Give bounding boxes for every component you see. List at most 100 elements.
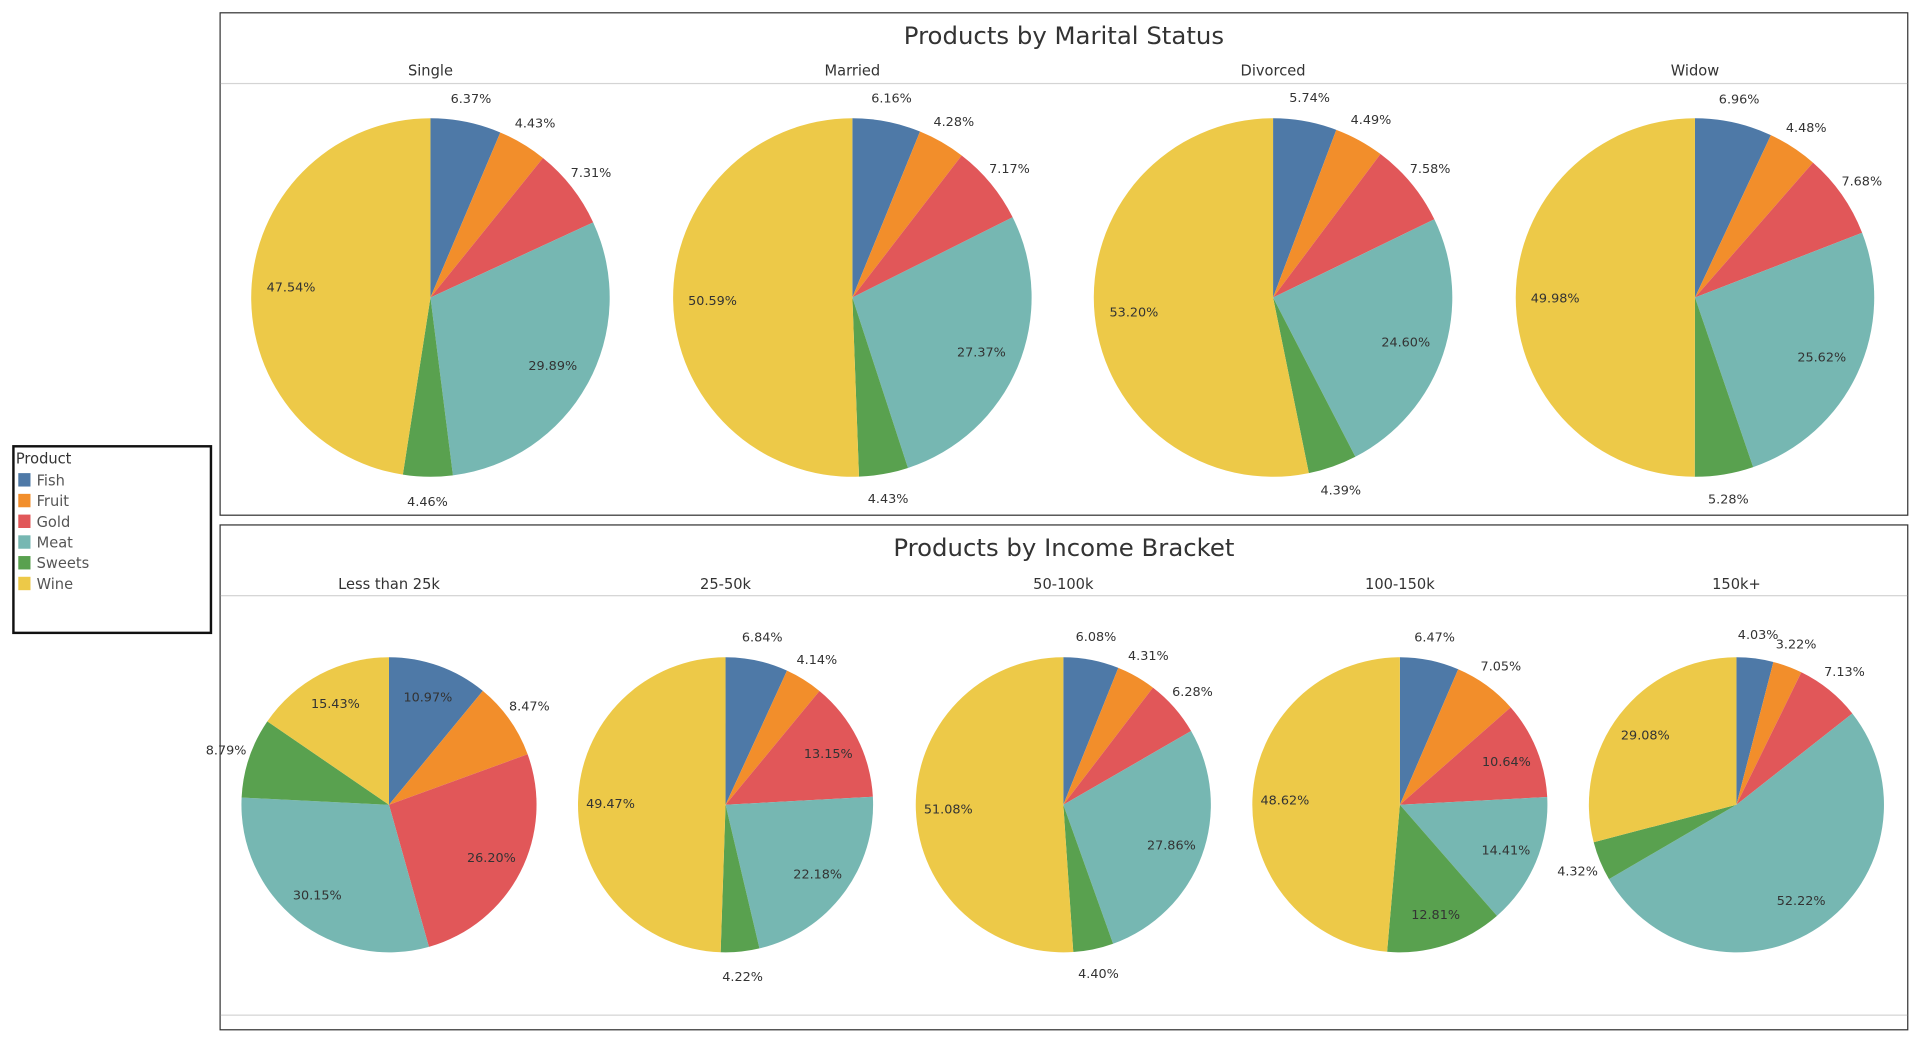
legend-item-fruit[interactable]: Fruit <box>18 490 209 511</box>
slice-label: 53.20% <box>1110 305 1159 320</box>
pie-slice-fish[interactable] <box>1736 657 1774 805</box>
pie-slice-gold[interactable] <box>1063 687 1192 805</box>
slice-label: 4.46% <box>407 495 448 510</box>
pie-slice-sweets[interactable] <box>1694 297 1754 477</box>
pie-slice-wine[interactable] <box>251 118 431 475</box>
slice-label: 6.08% <box>1076 630 1117 645</box>
pie-slice-sweets[interactable] <box>720 804 760 953</box>
pie-slice-wine[interactable] <box>267 657 389 805</box>
pie-slice-sweets[interactable] <box>1387 804 1497 953</box>
slice-label: 4.48% <box>1786 121 1827 136</box>
slice-label: 50.59% <box>688 294 737 309</box>
pie-slice-meat[interactable] <box>1694 232 1875 468</box>
panel-title: Products by Income Bracket <box>893 532 1235 563</box>
legend-item-meat[interactable]: Meat <box>18 532 209 553</box>
pie-slice-wine[interactable] <box>577 657 726 953</box>
pie-slice-meat[interactable] <box>1399 797 1548 916</box>
slice-label: 26.20% <box>467 851 516 866</box>
pie-slice-fruit[interactable] <box>1399 669 1511 805</box>
pie-slice-fish[interactable] <box>852 118 921 298</box>
pie-slice-fruit[interactable] <box>1736 661 1802 805</box>
legend-item-sweets[interactable]: Sweets <box>18 552 209 573</box>
pie-slice-sweets[interactable] <box>1593 804 1737 880</box>
pie-slice-fruit[interactable] <box>852 131 962 298</box>
pie-slice-gold[interactable] <box>725 690 873 805</box>
slice-label: 30.15% <box>293 889 342 904</box>
pie-slice-fish[interactable] <box>430 118 501 298</box>
pie-slice-sweets[interactable] <box>1273 297 1356 474</box>
slice-label: 4.22% <box>722 970 763 985</box>
pie-slice-wine[interactable] <box>1093 118 1309 477</box>
pie-slice-fruit[interactable] <box>1273 129 1381 298</box>
slice-label: 27.86% <box>1147 838 1196 853</box>
slice-label: 49.47% <box>586 797 635 812</box>
slice-label: 5.74% <box>1289 91 1330 106</box>
pie-slice-fish[interactable] <box>1694 118 1771 298</box>
slice-label: 4.43% <box>515 117 556 132</box>
slice-label: 7.58% <box>1410 162 1451 177</box>
pie-slice-fruit[interactable] <box>725 670 820 805</box>
product-legend: Product Fish Fruit Gold Meat Sweets Wine <box>12 445 213 635</box>
legend-item-wine[interactable]: Wine <box>18 573 209 594</box>
pie-slice-wine[interactable] <box>1588 657 1737 843</box>
slice-label: 4.40% <box>1078 967 1119 982</box>
pie-slice-gold[interactable] <box>1694 162 1863 298</box>
legend-item-gold[interactable]: Gold <box>18 511 209 532</box>
slice-label: 6.16% <box>871 92 912 107</box>
slice-label: 6.84% <box>742 631 783 646</box>
pie-slice-fish[interactable] <box>1273 118 1337 298</box>
slice-label: 7.05% <box>1481 660 1522 675</box>
pie-slice-gold[interactable] <box>1399 707 1548 805</box>
pie-slice-sweets[interactable] <box>852 297 908 477</box>
slice-label: 22.18% <box>793 868 842 883</box>
pie-slice-gold[interactable] <box>852 155 1013 298</box>
pie-slice-wine[interactable] <box>915 657 1074 953</box>
pie-slice-fruit[interactable] <box>388 690 528 805</box>
pie-header: 100-150k <box>1365 575 1435 593</box>
pie-slice-gold[interactable] <box>1736 672 1853 805</box>
pie-slice-fish[interactable] <box>388 657 483 805</box>
pie-slice-wine[interactable] <box>1515 118 1695 477</box>
legend-label: Meat <box>36 533 73 551</box>
slice-label: 10.97% <box>403 690 452 705</box>
pie-slice-meat[interactable] <box>1273 219 1453 457</box>
pie-header: Widow <box>1670 62 1720 80</box>
pie-slice-wine[interactable] <box>673 118 860 477</box>
pie-slice-sweets[interactable] <box>402 297 453 477</box>
panel-title: Products by Marital Status <box>903 20 1225 50</box>
slice-label: 49.98% <box>1531 291 1580 306</box>
pie-slice-meat[interactable] <box>430 222 610 476</box>
legend-item-fish[interactable]: Fish <box>18 469 209 490</box>
pie-slice-meat[interactable] <box>725 796 874 949</box>
slice-label: 4.28% <box>933 115 974 130</box>
slice-label: 4.39% <box>1320 483 1361 498</box>
pie-header: 150k+ <box>1712 575 1761 593</box>
slice-label: 51.08% <box>924 803 973 818</box>
pie-slice-fruit[interactable] <box>430 132 543 298</box>
slice-label: 6.96% <box>1719 93 1760 108</box>
pie-slice-gold[interactable] <box>1273 154 1435 298</box>
pie-slice-fish[interactable] <box>725 657 788 805</box>
pie-slice-meat[interactable] <box>852 217 1032 468</box>
pie-slice-meat[interactable] <box>241 797 429 953</box>
pie-slice-fruit[interactable] <box>1063 667 1153 805</box>
pie-slice-sweets[interactable] <box>241 721 389 805</box>
slice-label: 27.37% <box>957 345 1006 360</box>
legend-swatch <box>18 576 31 591</box>
pie-slice-fish[interactable] <box>1063 657 1119 805</box>
slice-label: 14.41% <box>1481 843 1530 858</box>
legend-label: Wine <box>36 574 74 593</box>
slice-label: 47.54% <box>267 281 316 296</box>
pie-slice-wine[interactable] <box>1252 657 1400 952</box>
slice-label: 6.28% <box>1172 685 1213 700</box>
pie-slice-meat[interactable] <box>1608 713 1884 953</box>
slice-label: 7.68% <box>1841 175 1882 190</box>
pie-slice-gold[interactable] <box>388 754 537 947</box>
pie-slice-fruit[interactable] <box>1694 135 1813 298</box>
pie-slice-gold[interactable] <box>430 157 594 298</box>
pie-slice-sweets[interactable] <box>1063 804 1114 953</box>
legend-label: Gold <box>36 512 71 530</box>
pie-slice-fish[interactable] <box>1399 657 1459 805</box>
slice-label: 52.22% <box>1777 894 1826 909</box>
pie-slice-meat[interactable] <box>1063 731 1211 944</box>
